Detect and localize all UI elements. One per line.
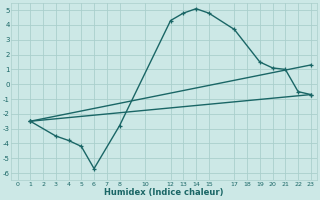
X-axis label: Humidex (Indice chaleur): Humidex (Indice chaleur) xyxy=(104,188,224,197)
